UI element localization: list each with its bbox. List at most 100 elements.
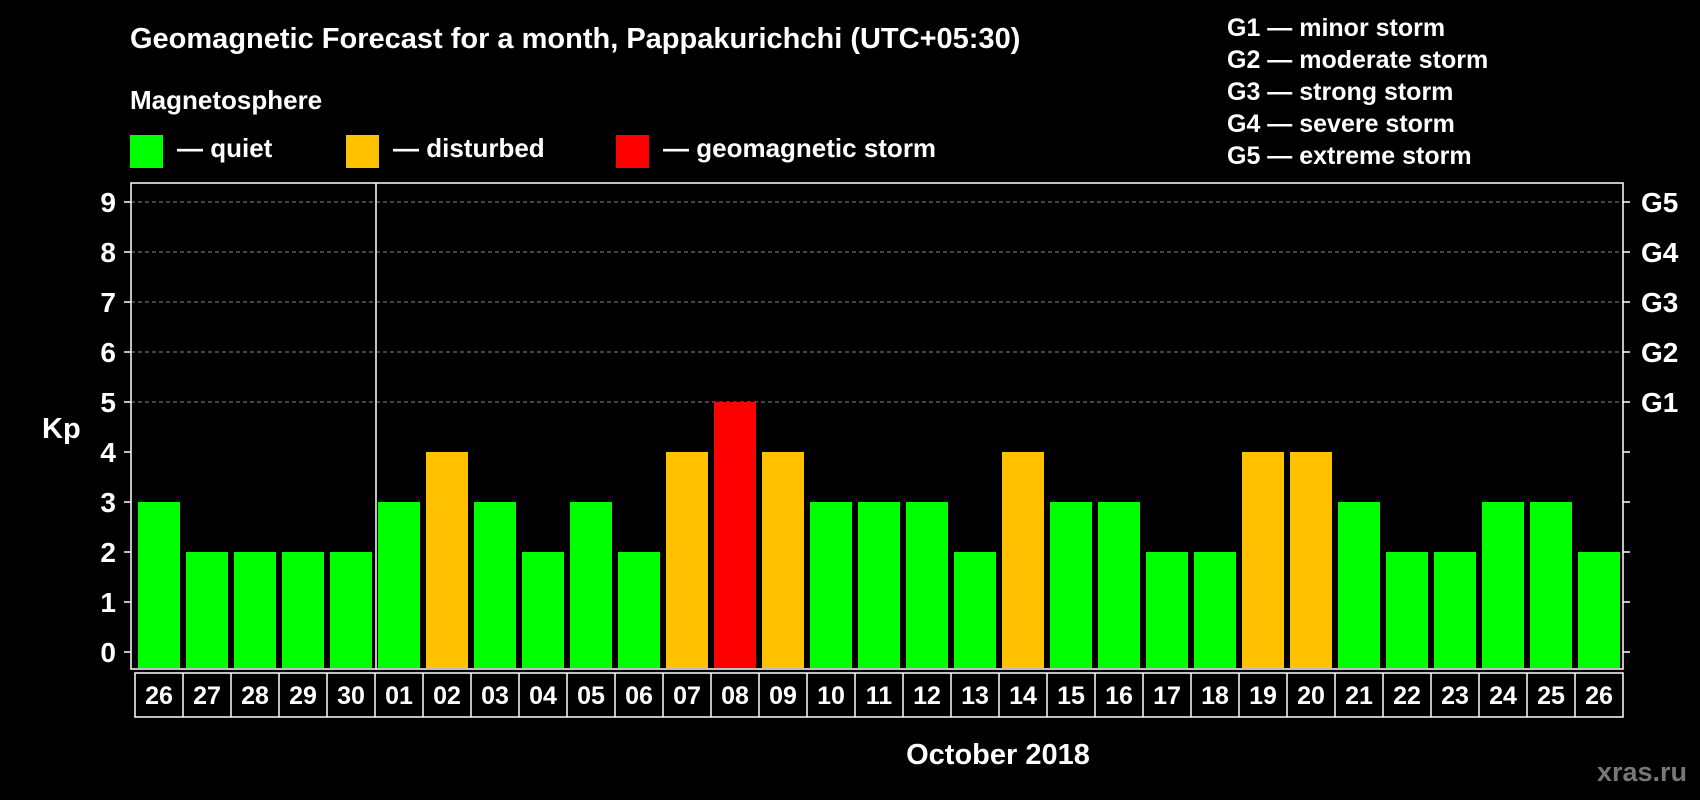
storm-scale-g3: G3 — strong storm — [1227, 78, 1453, 106]
bars — [138, 402, 1620, 668]
day-label: 10 — [817, 682, 845, 710]
day-label: 02 — [433, 682, 461, 710]
storm-level-label: G2 — [1641, 337, 1678, 368]
bar — [234, 552, 276, 668]
axes — [124, 182, 1630, 670]
bar — [378, 502, 420, 668]
storm-level-label: G4 — [1641, 237, 1679, 268]
legend-label-storm: — geomagnetic storm — [663, 133, 936, 163]
bar — [1290, 452, 1332, 668]
storm-scale-g4: G4 — severe storm — [1227, 110, 1455, 138]
bar — [570, 502, 612, 668]
day-label: 22 — [1393, 682, 1421, 710]
day-label: 23 — [1441, 682, 1469, 710]
bar — [522, 552, 564, 668]
y-tick-label: 7 — [100, 287, 116, 318]
bar — [1002, 452, 1044, 668]
day-label: 04 — [529, 682, 557, 710]
storm-level-labels: G1 G2 G3 G4 G5 — [1641, 187, 1679, 418]
day-label: 16 — [1105, 682, 1133, 710]
storm-scale-g1: G1 — minor storm — [1227, 14, 1445, 42]
bar — [1530, 502, 1572, 668]
day-label: 03 — [481, 682, 509, 710]
legend-label-quiet: — quiet — [177, 133, 273, 163]
y-tick-label: 5 — [100, 387, 116, 418]
bar — [810, 502, 852, 668]
bar — [186, 552, 228, 668]
bar — [1194, 552, 1236, 668]
day-label: 06 — [625, 682, 653, 710]
day-label: 09 — [769, 682, 797, 710]
bar — [426, 452, 468, 668]
day-label: 19 — [1249, 682, 1277, 710]
day-label: 21 — [1345, 682, 1373, 710]
day-label: 08 — [721, 682, 749, 710]
day-label: 26 — [1585, 682, 1613, 710]
bar — [330, 552, 372, 668]
day-labels: 26 27 28 29 30 01 02 03 04 05 06 07 08 09 10 11 12 13 14 15… — [134, 672, 1624, 718]
day-label: 05 — [577, 682, 605, 710]
day-label: 15 — [1057, 682, 1085, 710]
storm-level-label: G1 — [1641, 387, 1678, 418]
day-label: 25 — [1537, 682, 1565, 710]
day-label: 11 — [866, 682, 893, 710]
day-label: 29 — [289, 682, 317, 710]
bar — [282, 552, 324, 668]
y-tick-labels: 0 1 2 3 4 5 6 7 8 9 — [100, 187, 116, 668]
bar — [1386, 552, 1428, 668]
y-tick-label: 6 — [100, 337, 116, 368]
bar — [474, 502, 516, 668]
bar — [1434, 552, 1476, 668]
y-tick-label: 2 — [100, 537, 116, 568]
day-label: 24 — [1489, 682, 1517, 710]
day-label: 12 — [913, 682, 941, 710]
day-label: 20 — [1297, 682, 1325, 710]
y-tick-label: 1 — [100, 587, 116, 618]
day-label: 07 — [673, 682, 701, 710]
bar — [1098, 502, 1140, 668]
bar — [618, 552, 660, 668]
y-axis-label: Kp — [42, 413, 81, 445]
day-label: 17 — [1153, 682, 1181, 710]
chart-title: Geomagnetic Forecast for a month, Pappak… — [130, 23, 1020, 55]
bar — [762, 452, 804, 668]
bar — [1482, 502, 1524, 668]
storm-scale-g5: G5 — extreme storm — [1227, 142, 1472, 170]
y-tick-label: 4 — [100, 437, 116, 468]
legend-swatch-disturbed — [346, 135, 379, 168]
bar — [138, 502, 180, 668]
bar — [906, 502, 948, 668]
bar — [666, 452, 708, 668]
bar — [1050, 502, 1092, 668]
plot-frame — [130, 182, 1624, 670]
bar — [1146, 552, 1188, 668]
y-tick-label: 8 — [100, 237, 116, 268]
legend-swatch-storm — [616, 135, 649, 168]
legend-title: Magnetosphere — [130, 85, 322, 115]
x-axis-label: October 2018 — [906, 739, 1090, 771]
grid-lines — [131, 201, 1623, 403]
day-label: 14 — [1009, 682, 1037, 710]
legend-swatch-quiet — [130, 135, 163, 168]
bar — [858, 502, 900, 668]
bar — [1578, 552, 1620, 668]
watermark: xras.ru — [1597, 757, 1687, 787]
y-tick-label: 0 — [100, 637, 116, 668]
legend-label-disturbed: — disturbed — [393, 133, 545, 163]
bar — [954, 552, 996, 668]
day-label: 30 — [337, 682, 365, 710]
day-label-box — [134, 672, 1624, 718]
day-label: 27 — [193, 682, 221, 710]
day-label: 13 — [961, 682, 989, 710]
storm-scale-g2: G2 — moderate storm — [1227, 46, 1488, 74]
y-tick-label: 3 — [100, 487, 116, 518]
day-label: 01 — [385, 682, 413, 710]
y-tick-label: 9 — [100, 187, 116, 218]
storm-level-label: G5 — [1641, 187, 1678, 218]
bar — [1338, 502, 1380, 668]
bar — [1242, 452, 1284, 668]
bar — [714, 402, 756, 668]
day-label: 18 — [1201, 682, 1229, 710]
day-label: 28 — [241, 682, 269, 710]
